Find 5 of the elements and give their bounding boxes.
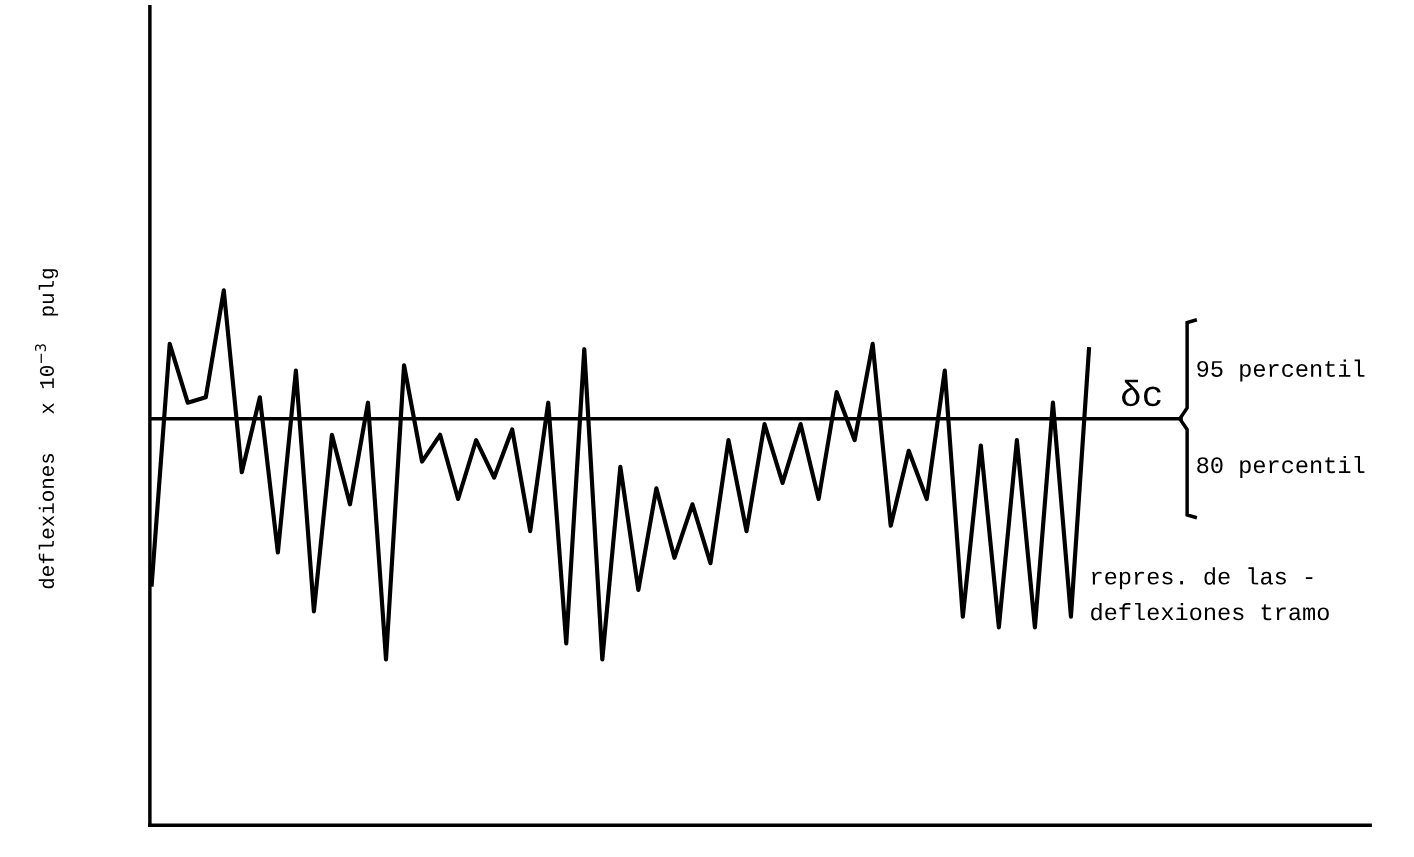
text: deflexiones x 10$^{−3}$ pulg [35,269,59,589]
annotation: repres. de las - deflexiones tramo [1091,567,1329,621]
text: 95 percentil [1197,359,1365,382]
text: 80 percentil [1197,455,1365,478]
ref-line-label: δc [1121,379,1161,407]
